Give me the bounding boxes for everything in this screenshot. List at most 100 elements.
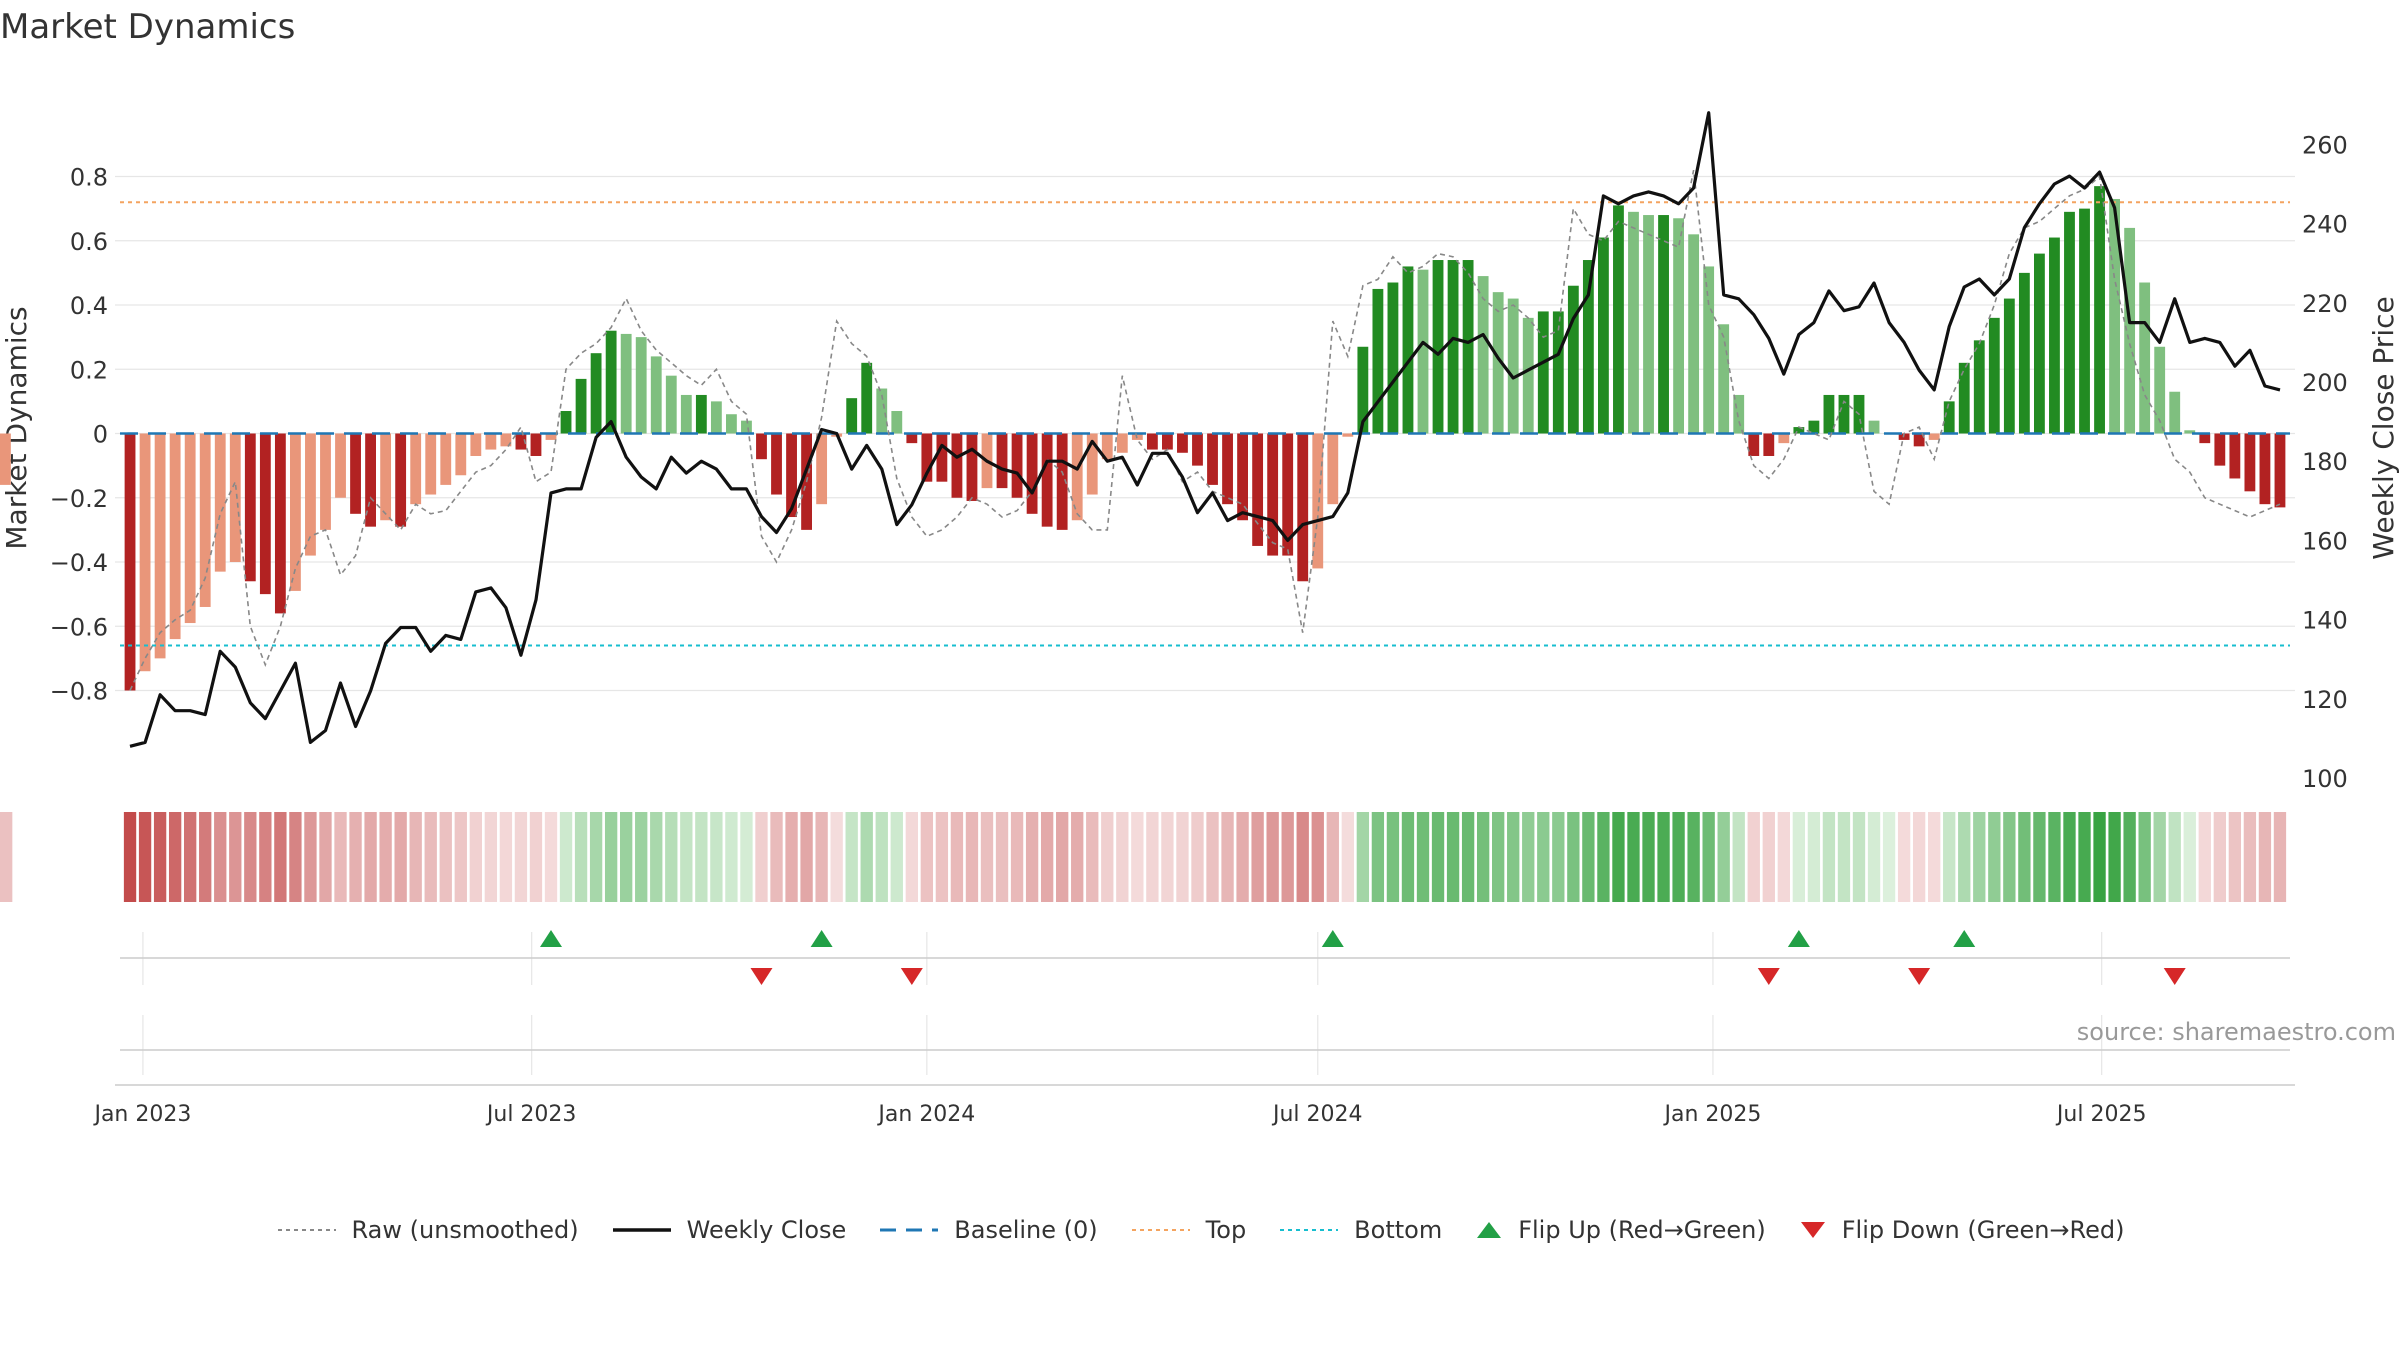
market-dynamics-bar — [2109, 198, 2120, 434]
heat-strip-cell — [965, 812, 979, 902]
heat-strip-cell — [319, 812, 332, 902]
heat-strip-cell — [1537, 812, 1550, 902]
market-dynamics-bar — [1733, 394, 1745, 434]
heat-strip-cell — [1882, 812, 1896, 902]
heat-strip-cell — [2228, 812, 2242, 902]
heat-strip-cell — [1071, 812, 1084, 902]
market-dynamics-bar — [2229, 433, 2241, 479]
market-dynamics-bar — [425, 433, 437, 495]
market-dynamics-bar — [515, 433, 527, 450]
market-dynamics-bar — [2064, 211, 2075, 434]
heat-strip-cell — [334, 812, 347, 902]
market-dynamics-bar — [560, 411, 572, 434]
market-dynamics-bar — [1387, 282, 1399, 434]
chart-legend: Raw (unsmoothed) Weekly Close Baseline (0)… — [0, 1210, 2400, 1250]
market-dynamics-bar — [440, 433, 452, 485]
heat-strip-cell — [123, 812, 137, 902]
market-dynamics-bar — [710, 401, 722, 434]
market-dynamics-bar — [530, 433, 542, 456]
y2-tick-label: 140 — [2302, 607, 2348, 635]
market-dynamics-bar — [1928, 433, 1940, 440]
market-dynamics-bar — [184, 433, 196, 624]
market-dynamics-bar — [1943, 401, 1955, 434]
market-dynamics-bar — [2034, 253, 2045, 434]
legend-label: Flip Down (Green→Red) — [1841, 1216, 2125, 1244]
heat-strip-cell — [1025, 812, 1039, 902]
market-dynamics-bar — [2079, 208, 2090, 434]
heat-strip-cell — [274, 812, 287, 902]
market-dynamics-bar — [1056, 433, 1068, 530]
heat-strip-cell — [2078, 812, 2091, 902]
market-dynamics-bar — [635, 337, 647, 434]
market-dynamics-bar — [1402, 266, 1414, 434]
market-dynamics-bar — [154, 433, 166, 659]
heat-strip-cell — [1446, 812, 1460, 902]
empty-panel — [115, 1015, 2295, 1086]
market-dynamics-bar — [590, 353, 602, 434]
market-dynamics-bar — [1071, 433, 1083, 521]
market-dynamics-bar — [410, 433, 422, 505]
market-dynamics-bar — [199, 433, 211, 607]
heat-strip-cell — [1762, 812, 1775, 902]
heat-strip-cell — [138, 812, 152, 902]
market-dynamics-bar — [891, 411, 903, 434]
market-dynamics-bar — [1342, 433, 1354, 437]
market-dynamics-bar — [1808, 420, 1820, 434]
weekly-close-path — [129, 111, 2281, 748]
heat-strip-cell — [379, 812, 392, 902]
legend-item: Baseline (0) — [878, 1216, 1098, 1244]
heat-strip-cell — [1116, 812, 1129, 902]
market-dynamics-bar — [1447, 260, 1459, 434]
heat-strip-cell — [1236, 812, 1249, 902]
heat-strip-cell — [1341, 812, 1354, 902]
heat-strip-cell — [695, 812, 708, 902]
heat-strip-cell — [950, 812, 964, 902]
market-dynamics-bar — [921, 433, 933, 482]
heat-strip-cell — [2123, 812, 2136, 902]
market-dynamics-bar — [1146, 433, 1158, 450]
heat-strip-cell — [1191, 812, 1204, 902]
market-dynamics-bar — [1582, 260, 1594, 434]
heat-strip-cell — [1958, 812, 1971, 902]
market-dynamics-bar — [1312, 433, 1324, 569]
market-dynamics-bar — [1913, 433, 1925, 447]
market-dynamics-bar — [1327, 433, 1339, 505]
heat-strip-cell — [2273, 812, 2287, 902]
heat-strip-cell — [1416, 812, 1430, 902]
market-dynamics-bar — [1703, 266, 1715, 434]
x-tick-label: Jan 2024 — [876, 1102, 975, 1127]
market-dynamics-bar — [1688, 234, 1700, 434]
heat-strip-cell — [2153, 812, 2166, 902]
green-up-triangle-icon — [1474, 1218, 1504, 1242]
heat-strip-cell — [1702, 812, 1715, 902]
heat-strip-cell — [199, 812, 212, 902]
market-dynamics-bar — [1252, 433, 1264, 546]
heat-strip-cell — [214, 812, 227, 902]
y2-tick-label: 260 — [2302, 131, 2348, 159]
dashed-blue-line-icon — [878, 1218, 940, 1242]
reference-lines — [120, 201, 2290, 647]
flip-down-marker — [1908, 968, 1931, 985]
heat-strip-cell — [1852, 812, 1866, 902]
market-dynamics-bar — [1598, 237, 1609, 434]
y-tick-label: 0.6 — [70, 228, 108, 256]
heat-strip-cell — [800, 812, 813, 902]
heat-strip-cell — [1807, 812, 1821, 902]
market-dynamics-bar — [1763, 433, 1775, 456]
market-dynamics-bar — [2124, 227, 2136, 434]
heat-strip-cell — [635, 812, 648, 902]
market-dynamics-bar — [996, 433, 1008, 489]
legend-item: Flip Up (Red→Green) — [1474, 1216, 1766, 1244]
heat-strip-cell — [0, 812, 13, 902]
heat-strip-cell — [2213, 812, 2226, 902]
market-dynamics-bar — [485, 433, 497, 450]
heat-strip-cell — [935, 812, 949, 902]
market-dynamics-bar — [1507, 298, 1519, 434]
heat-strip-cell — [544, 812, 558, 902]
market-dynamics-bar — [169, 433, 181, 640]
legend-label: Weekly Close — [686, 1216, 847, 1244]
heat-strip-cell — [1582, 812, 1595, 902]
market-dynamics-bar — [2169, 391, 2181, 434]
y2-tick-label: 120 — [2302, 686, 2348, 714]
market-dynamics-bar — [2199, 433, 2211, 444]
